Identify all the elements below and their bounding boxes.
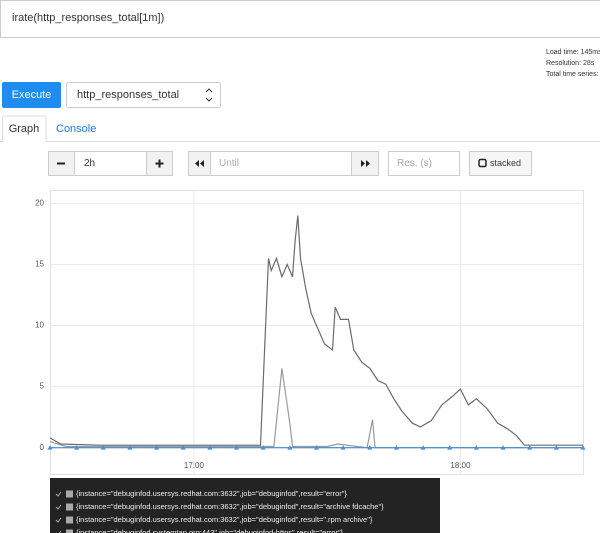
series-marker <box>74 445 80 450</box>
series-marker <box>154 445 160 450</box>
until-input[interactable]: Until <box>219 158 239 169</box>
legend-entry: {instance="debuginfod.systemtap.org:443"… <box>76 528 344 533</box>
series-marker <box>420 445 426 450</box>
legend-check <box>56 530 62 533</box>
legend-check <box>55 491 62 497</box>
range-input[interactable]: 2h <box>84 158 95 169</box>
y-tick-label: 0 <box>40 443 45 452</box>
query-input[interactable] <box>0 0 600 38</box>
tab-graph[interactable]: Graph <box>9 123 40 135</box>
legend-swatch <box>66 529 73 533</box>
series-line <box>49 368 583 449</box>
series-marker <box>553 445 559 450</box>
tab-border <box>0 115 600 142</box>
legend: {instance="debuginfod.usersys.redhat.com… <box>55 489 384 533</box>
series-marker <box>47 445 53 450</box>
until-group <box>188 151 379 176</box>
stat: Total time series: 4 <box>546 71 600 78</box>
forward-icon <box>361 160 370 167</box>
series-marker <box>287 445 293 450</box>
series-line <box>49 215 583 446</box>
tab-console[interactable]: Console <box>56 123 96 135</box>
series-marker <box>473 445 479 450</box>
select-arrows <box>205 88 213 102</box>
legend-check <box>55 504 62 510</box>
stacked-button[interactable] <box>469 151 532 176</box>
x-tick-label: 18:00 <box>450 461 471 470</box>
resolution-placeholder: Res. (s) <box>397 158 432 169</box>
series-marker <box>127 445 133 450</box>
series-marker <box>580 445 586 450</box>
y-tick-label: 5 <box>40 382 45 391</box>
legend-check <box>55 517 62 523</box>
legend-entry: {instance="debuginfod.usersys.redhat.com… <box>76 502 384 511</box>
legend-entry: {instance="debuginfod.usersys.redhat.com… <box>76 515 373 524</box>
series-marker <box>527 445 533 450</box>
series-marker <box>260 445 266 450</box>
series-marker <box>180 445 186 450</box>
resolution-input[interactable] <box>388 151 460 176</box>
legend-swatch <box>66 503 73 511</box>
series-marker <box>207 445 213 450</box>
legend-swatch <box>66 490 73 498</box>
back-icon <box>195 160 204 167</box>
metric-select-text: http_responses_total <box>77 89 179 101</box>
plot-frame <box>50 190 584 475</box>
y-tick-label: 20 <box>35 199 44 208</box>
stacked-checkbox <box>478 158 487 168</box>
query-text: irate(http_responses_total[1m]) <box>12 12 164 24</box>
series-marker <box>500 445 506 450</box>
series-marker <box>393 445 399 450</box>
legend-box <box>50 478 440 533</box>
series-marker <box>447 445 453 450</box>
series-marker <box>100 445 106 450</box>
series-marker <box>234 445 240 450</box>
stat: Resolution: 28s <box>546 60 595 67</box>
series-marker <box>340 445 346 450</box>
y-tick-label: 10 <box>35 321 44 330</box>
plus-icon <box>155 159 164 168</box>
metric-select[interactable] <box>66 82 221 108</box>
graph: 0 5 10 15 20 17:00 18:00 <box>35 190 586 475</box>
x-tick-label: 17:00 <box>184 461 205 470</box>
y-tick-label: 15 <box>35 260 44 269</box>
series-marker <box>367 445 373 450</box>
stacked-label: stacked <box>490 158 521 168</box>
back-button[interactable] <box>188 151 211 176</box>
stat: Load time: 145ms <box>546 49 600 56</box>
series-marker <box>314 445 319 450</box>
execute-label: Execute <box>12 89 52 101</box>
legend-swatch <box>66 516 73 524</box>
execute-button[interactable] <box>2 82 61 108</box>
legend-entry: {instance="debuginfod.usersys.redhat.com… <box>76 489 347 498</box>
